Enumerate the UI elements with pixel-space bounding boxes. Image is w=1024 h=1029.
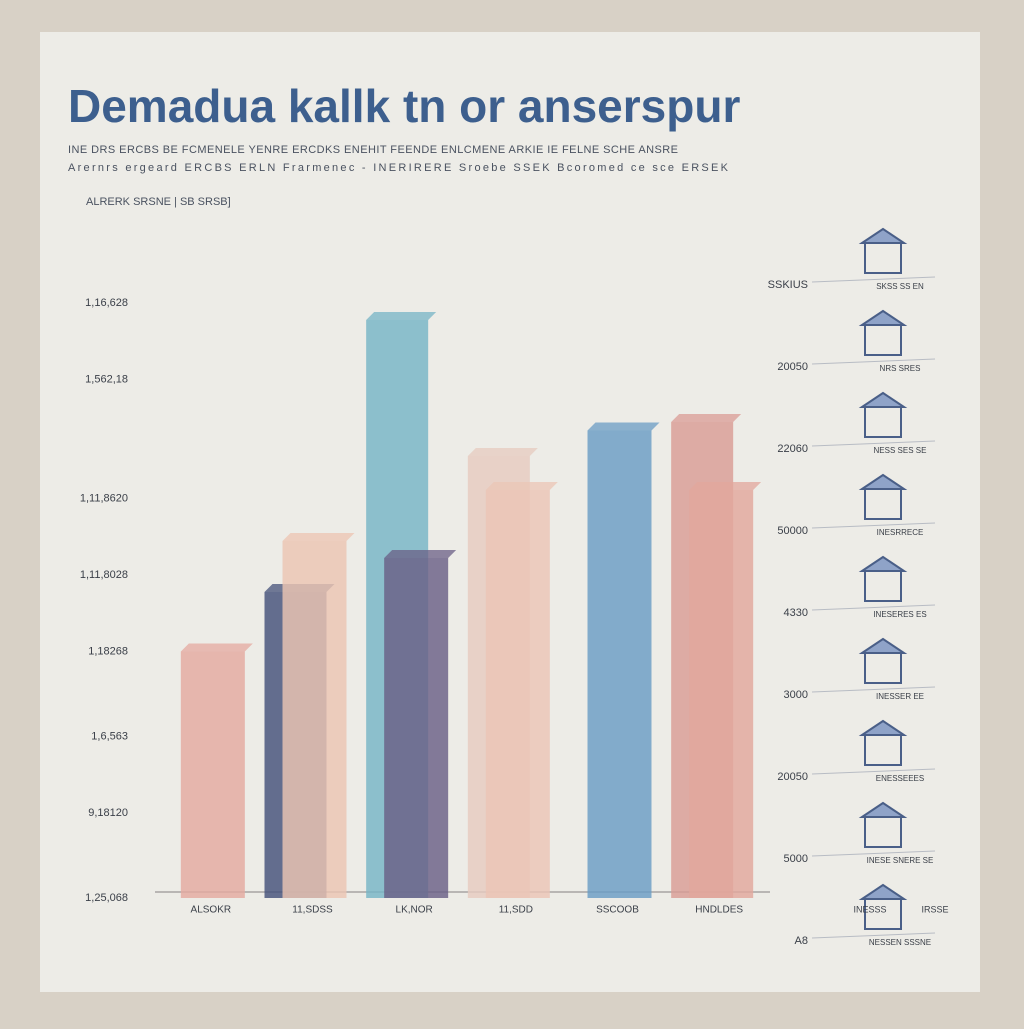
bar [282,541,347,898]
bar-top [384,550,457,558]
x-tick-label: HNDLDES [695,905,743,916]
side-label: A8 [795,935,808,947]
icon-caption: NRS SRES [880,364,921,373]
bar-top [587,422,660,431]
icon-caption: NESS SES SE [874,446,927,455]
icon-caption: INESRRECE [877,528,924,537]
side-label: 3000 [784,689,808,701]
leader-line [811,604,936,611]
note: ALRERK SRSNE | SB SRSB] [86,196,231,208]
icon [858,227,908,244]
leader-line [811,850,936,857]
x-tick-label: ALSOKR [191,905,232,916]
y-tick-label: 1,562,18 [85,373,128,385]
icon-caption: INESSER EE [876,692,924,701]
y-tick-label: 1,25,068 [85,892,128,904]
bar [485,490,550,898]
footer-label: INESSS [853,904,886,914]
leader-line [811,522,936,529]
icon [858,555,908,572]
subtitle: INE DRS ERCBS BE FCMENELE YENRE ERCDKS E… [68,144,678,156]
subtitle: Arernrs ergeard ERCBS ERLN Frarmenec - I… [68,162,729,174]
leader-line [811,276,936,283]
icon [858,309,908,326]
leader-line [811,932,936,939]
y-tick-label: 1,6,563 [91,730,128,742]
side-label: SSKIUS [768,279,808,291]
y-tick-label: 1,11,8028 [80,569,128,581]
icon [858,719,908,736]
side-label: 4330 [784,607,808,619]
side-label: 5000 [784,853,808,865]
icon-caption: INESERES ES [873,610,926,619]
bar-top [180,643,253,652]
y-tick-label: 1,11,8620 [80,492,128,504]
icon [858,391,908,408]
icon-caption: SKSS SS EN [876,282,924,291]
leader-line [811,686,936,693]
x-tick-label: LK,NOR [396,905,433,916]
icon [858,801,908,818]
leader-line [811,440,936,447]
bar-top [282,533,355,541]
bar [587,430,652,898]
leader-line [811,358,936,365]
bar [689,490,754,898]
leader-line [811,768,936,775]
icon-caption: NESSEN SSSNE [869,938,931,947]
side-label: 50000 [777,525,808,537]
chart-title: Demadua kallk tn or anserspur [68,80,740,132]
y-tick-label: 1,18268 [88,645,128,657]
bar-top [485,482,558,490]
y-tick-label: 9,18120 [88,807,128,819]
side-label: 22060 [777,443,808,455]
bar [384,558,449,898]
icon [858,473,908,490]
bar-top [467,448,538,456]
icon-caption: INESE SNERE SE [867,856,934,865]
side-label: 20050 [777,771,808,783]
icon-caption: ENESSEEES [876,774,924,783]
bar-top [689,482,762,490]
x-tick-label: SSCOOB [596,905,639,916]
x-tick-label: 11,SDD [499,905,533,916]
footer-label: IRSSE [921,904,948,914]
bar-top [671,414,742,422]
bar-top [366,312,437,320]
bar [180,651,245,898]
side-label: 20050 [777,361,808,373]
x-tick-label: 11,SDSS [292,905,333,916]
y-tick-label: 1,16,628 [85,297,128,309]
icon [858,637,908,654]
icon [858,883,908,900]
